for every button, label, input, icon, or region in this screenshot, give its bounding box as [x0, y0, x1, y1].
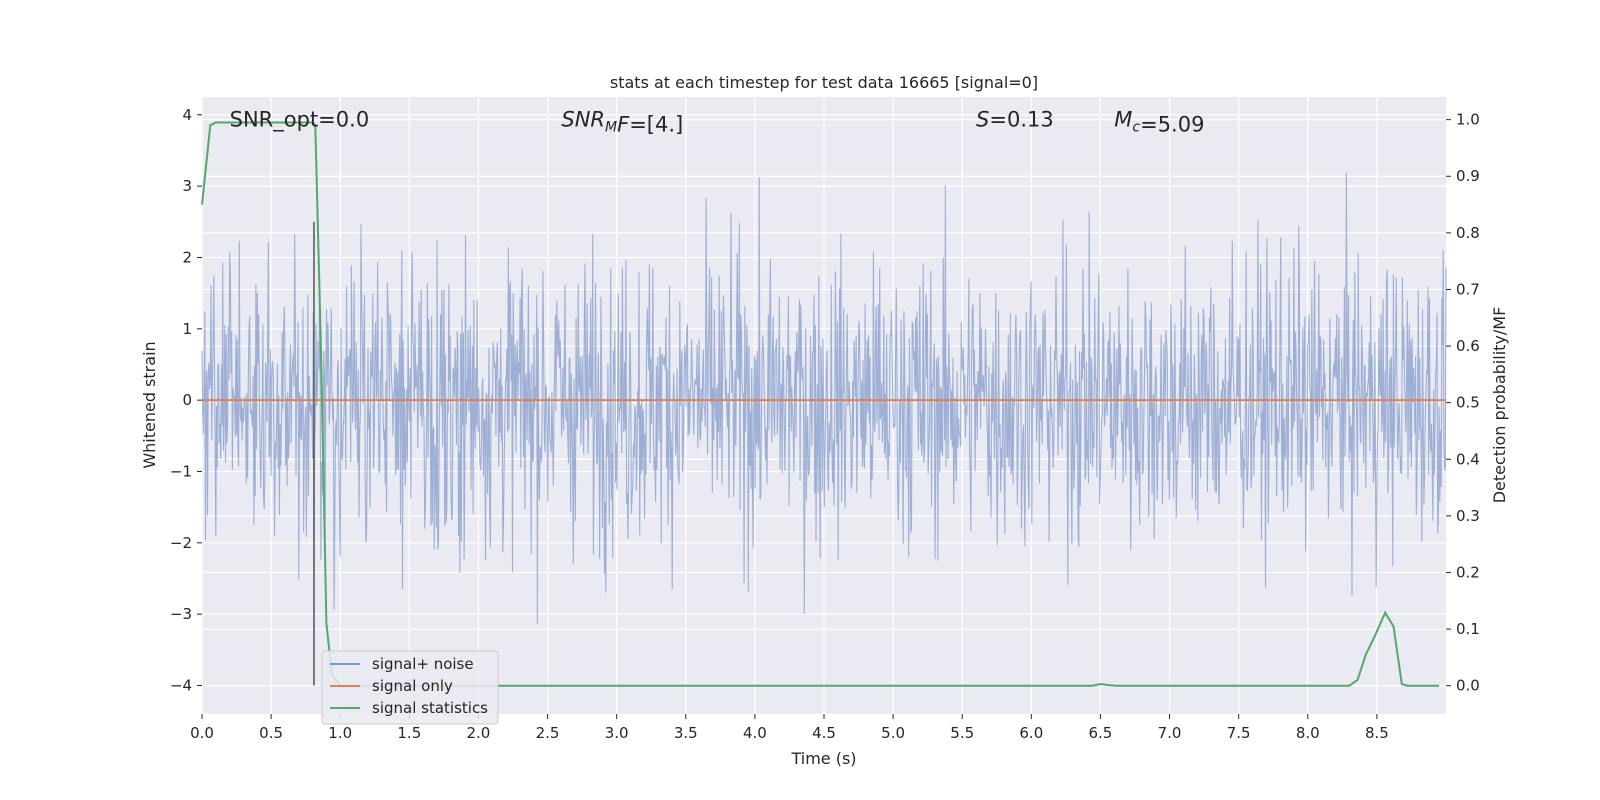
x-tick-label: 2.0: [467, 724, 491, 742]
x-tick-label: 1.5: [397, 724, 421, 742]
legend-label-signal-statistics: signal statistics: [372, 699, 488, 717]
y-left-tick-label: −3: [170, 605, 192, 623]
y-right-tick-label: 0.1: [1456, 620, 1480, 638]
annotation-2: S=0.13: [976, 107, 1054, 131]
y-right-tick-label: 0.2: [1456, 563, 1480, 581]
x-tick-label: 1.0: [328, 724, 352, 742]
y-right-tick-label: 0.0: [1456, 677, 1480, 695]
legend-box: [321, 650, 499, 725]
x-tick-label: 0.5: [259, 724, 283, 742]
x-tick-label: 8.0: [1296, 724, 1320, 742]
x-tick-label: 4.0: [743, 724, 767, 742]
x-tick-label: 5.0: [881, 724, 905, 742]
legend: signal+ noise signal only signal statist…: [321, 650, 499, 725]
y-right-tick-label: 0.9: [1456, 167, 1480, 185]
noise-line: [201, 173, 1447, 624]
y-left-tick-label: −1: [170, 462, 192, 480]
legend-label-signal-only: signal only: [372, 677, 453, 695]
y-right-tick-label: 0.7: [1456, 280, 1480, 298]
y-right-tick-label: 0.5: [1456, 394, 1480, 412]
y-left-tick-label: −2: [170, 534, 192, 552]
y-right-tick-label: 0.4: [1456, 450, 1480, 468]
y-right-tick-label: 0.6: [1456, 337, 1480, 355]
y-left-axis-label: Whitened strain: [140, 341, 159, 468]
x-tick-label: 6.5: [1089, 724, 1113, 742]
y-left-tick-label: −4: [170, 676, 192, 694]
y-right-tick-label: 0.3: [1456, 507, 1480, 525]
y-left-tick-label: 4: [182, 106, 192, 124]
x-tick-label: 5.5: [950, 724, 974, 742]
annotation-1: SNRMF=[4.]: [561, 107, 683, 136]
y-left-ticks: 4 3 2 1 0 −1 −2 −3 −4: [170, 106, 202, 694]
annotation-3: Mc=5.09: [1114, 107, 1204, 136]
y-right-axis-label: Detection probability/MF: [1490, 307, 1509, 504]
series-signal-noise: [201, 173, 1447, 624]
x-tick-label: 3.5: [674, 724, 698, 742]
x-tick-label: 7.5: [1227, 724, 1251, 742]
y-right-tick-label: 1.0: [1456, 111, 1480, 129]
x-tick-label: 6.0: [1019, 724, 1043, 742]
x-tick-label: 8.5: [1365, 724, 1389, 742]
y-left-tick-label: 0: [182, 391, 192, 409]
x-tick-label: 2.5: [536, 724, 560, 742]
x-tick-label: 0.0: [190, 724, 214, 742]
y-left-tick-label: 2: [182, 248, 192, 266]
y-right-tick-label: 0.8: [1456, 224, 1480, 242]
series-signal-statistics: [201, 121, 1440, 687]
signal-statistics-line: [201, 121, 1440, 687]
x-tick-label: 4.5: [812, 724, 836, 742]
x-ticks: 0.0 0.5 1.0 1.5 2.0 2.5 3.0 3.5 4.0 4.5 5.0 5.5 6.0 6…: [190, 714, 1389, 742]
x-axis-label: Time (s): [790, 749, 856, 768]
legend-label-signal-noise: signal+ noise: [372, 655, 474, 673]
y-left-tick-label: 3: [182, 177, 192, 195]
x-tick-label: 7.0: [1158, 724, 1182, 742]
annotations: SNR_opt=0.0 SNRMF=[4.] S=0.13 Mc=5.09: [230, 107, 1205, 136]
y-left-tick-label: 1: [182, 320, 192, 338]
annotation-0: SNR_opt=0.0: [230, 107, 370, 132]
x-tick-label: 3.0: [605, 724, 629, 742]
chart-title: stats at each timestep for test data 166…: [610, 73, 1038, 92]
y-right-ticks: 1.0 0.9 0.8 0.7 0.6 0.5 0.4 0.3 0.2 0.1 0.0: [1446, 111, 1480, 695]
